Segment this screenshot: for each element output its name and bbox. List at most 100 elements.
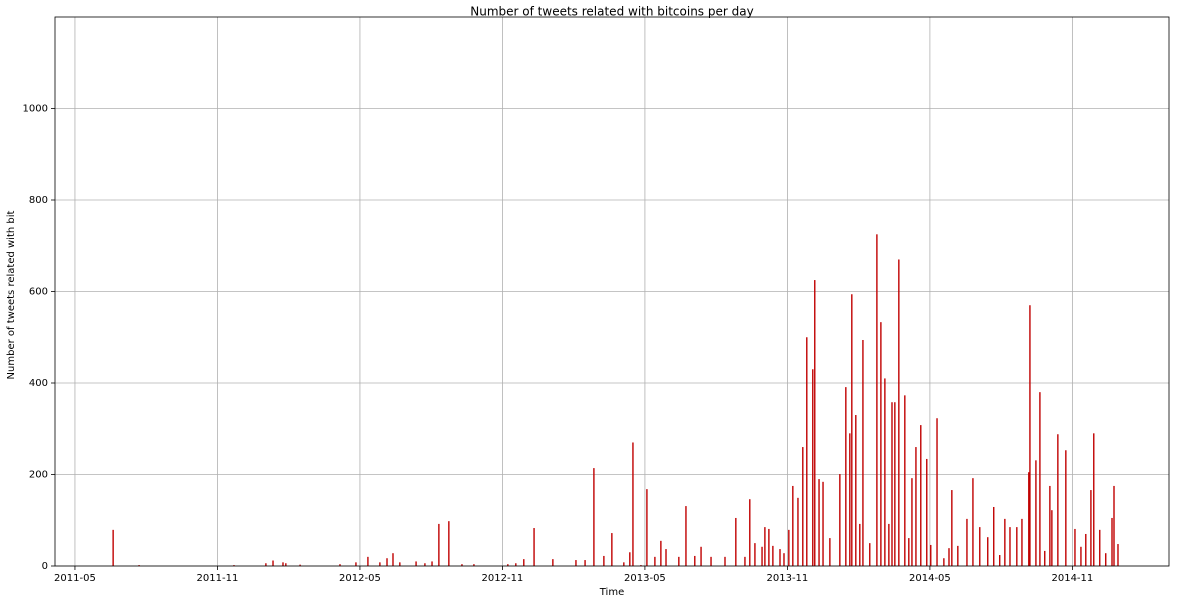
bar	[678, 556, 680, 566]
bar	[629, 552, 631, 566]
bar	[829, 538, 831, 566]
bar	[869, 543, 871, 566]
bar	[431, 561, 433, 566]
bar	[272, 560, 274, 566]
bar	[654, 556, 656, 566]
bar	[979, 527, 981, 566]
bar	[788, 529, 790, 566]
bar	[632, 442, 634, 566]
bar	[884, 378, 886, 566]
bar	[851, 294, 853, 566]
y-axis-label: Number of tweets related with bit	[6, 210, 17, 379]
bar	[694, 555, 696, 566]
bar	[915, 447, 917, 566]
y-tick-label: 1000	[23, 104, 48, 115]
bar	[987, 537, 989, 566]
y-tick-label: 600	[29, 287, 48, 298]
bar	[367, 556, 369, 566]
y-tick-label: 800	[29, 195, 48, 206]
bar	[1016, 527, 1018, 566]
bar	[603, 555, 605, 566]
bar	[951, 490, 953, 566]
bar	[710, 556, 712, 566]
bar	[948, 548, 950, 566]
bar	[891, 402, 893, 566]
bar	[611, 533, 613, 566]
bar	[473, 564, 475, 566]
x-tick-label: 2014-11	[1051, 573, 1093, 584]
y-tick-label: 200	[29, 470, 48, 481]
bar	[783, 553, 785, 566]
bar	[802, 447, 804, 566]
bar	[1028, 472, 1030, 566]
bar	[735, 517, 737, 566]
bar	[845, 387, 847, 566]
bar	[1049, 485, 1051, 566]
bar	[724, 556, 726, 566]
bar	[386, 558, 388, 566]
bar	[1113, 485, 1115, 566]
bar	[1093, 433, 1095, 566]
bar	[355, 562, 357, 566]
bar	[1029, 305, 1031, 566]
bar	[993, 506, 995, 566]
plot-frame	[54, 16, 1170, 567]
x-tick-label: 2013-05	[624, 573, 666, 584]
x-tick-label: 2014-05	[909, 573, 951, 584]
y-tick-label: 400	[29, 378, 48, 389]
bar	[138, 565, 140, 566]
bar	[515, 563, 517, 566]
bar	[1051, 510, 1053, 566]
bar	[448, 521, 450, 566]
bar	[424, 563, 426, 566]
x-tick-label: 2011-11	[197, 573, 239, 584]
bar	[1117, 544, 1119, 566]
bar	[233, 565, 235, 566]
bar	[888, 523, 890, 566]
bar	[339, 564, 341, 566]
bar	[943, 558, 945, 566]
bar	[299, 564, 301, 566]
bar	[438, 523, 440, 566]
bar	[1111, 517, 1113, 566]
bar	[700, 546, 702, 566]
bar	[926, 458, 928, 566]
bar	[761, 546, 763, 566]
bar	[876, 234, 878, 566]
bar	[379, 562, 381, 566]
bar	[646, 489, 648, 566]
bar	[1080, 546, 1082, 566]
bar	[623, 562, 625, 566]
bar	[768, 528, 770, 566]
bar	[1085, 533, 1087, 566]
bar	[855, 415, 857, 566]
bar	[575, 560, 577, 566]
bar	[660, 540, 662, 566]
bar	[1065, 450, 1067, 566]
bar	[461, 564, 463, 566]
bar	[584, 560, 586, 566]
bar	[754, 543, 756, 566]
bar	[908, 538, 910, 566]
bar	[593, 468, 595, 566]
bar	[972, 478, 974, 566]
bar	[792, 485, 794, 566]
bar	[507, 564, 509, 566]
bar	[1105, 553, 1107, 566]
bar	[392, 553, 394, 566]
bar	[904, 395, 906, 566]
bar	[282, 562, 284, 566]
y-tick-label: 0	[42, 561, 48, 572]
x-tick-label: 2013-11	[767, 573, 809, 584]
bar	[533, 528, 535, 566]
bar	[894, 402, 896, 566]
bar	[764, 527, 766, 566]
bar	[839, 474, 841, 566]
bar	[552, 559, 554, 566]
bar	[779, 549, 781, 566]
bar	[814, 280, 816, 566]
bar	[640, 565, 642, 566]
bar	[749, 499, 751, 566]
x-tick-label: 2011-05	[54, 573, 96, 584]
